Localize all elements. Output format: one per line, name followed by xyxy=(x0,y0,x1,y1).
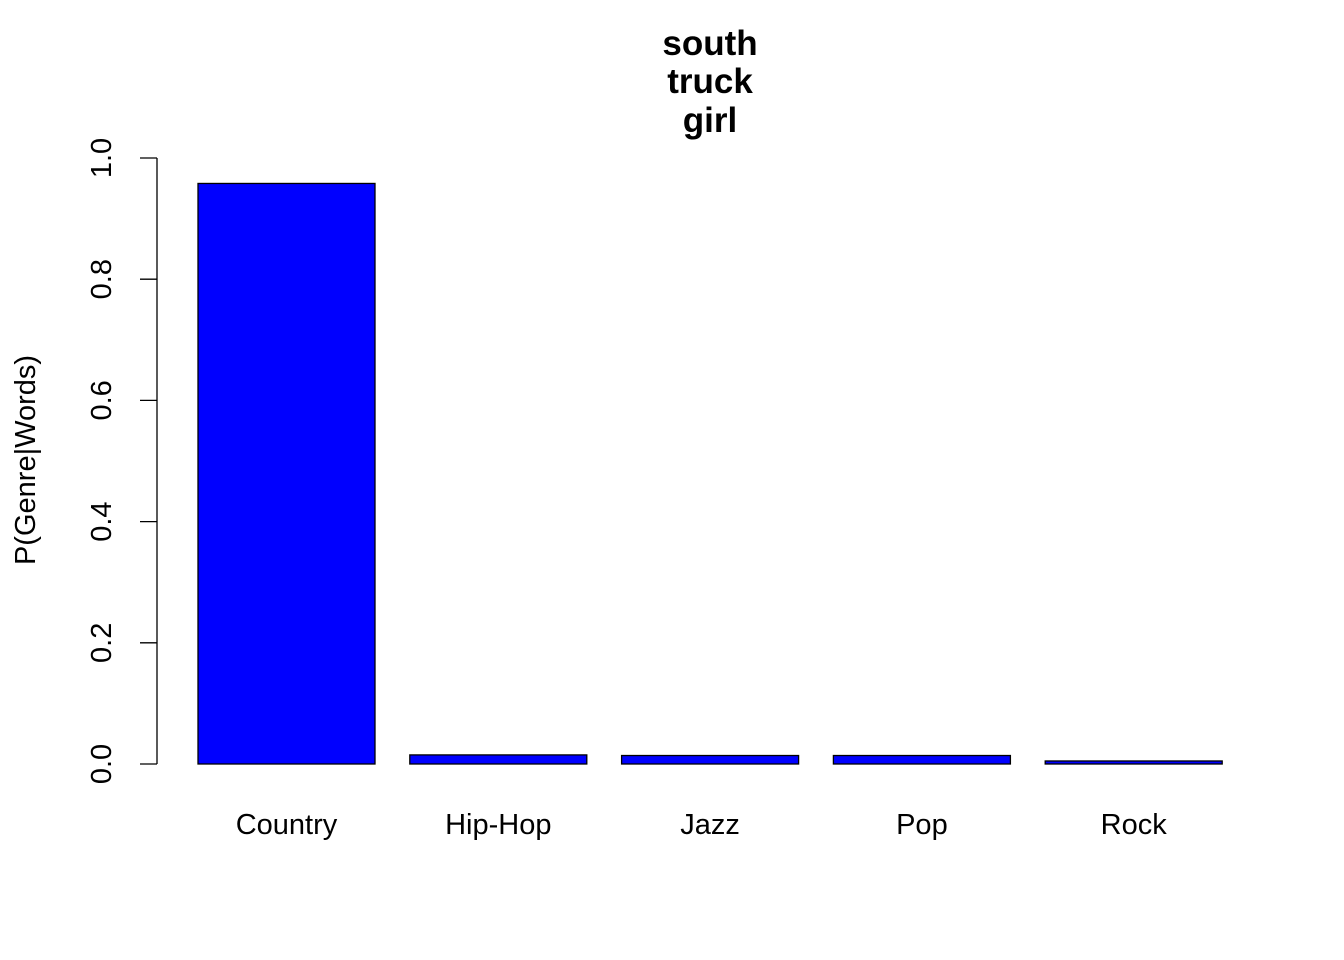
title-line-3: girl xyxy=(683,101,737,140)
bar-country xyxy=(197,182,376,765)
y-tick-label: 0.6 xyxy=(86,380,118,420)
x-tick-label: Rock xyxy=(1101,809,1168,841)
title-line-1: south xyxy=(662,24,757,63)
y-tick-label: 0.8 xyxy=(86,259,118,299)
bar-hip-hop xyxy=(409,754,588,765)
y-tick-label: 0.0 xyxy=(86,744,118,784)
x-tick-label: Jazz xyxy=(680,809,740,841)
bar-rock xyxy=(1044,760,1223,765)
x-tick-label: Hip-Hop xyxy=(445,809,551,841)
bar-pop xyxy=(832,754,1012,765)
bars xyxy=(197,182,1223,765)
y-tick-label: 0.4 xyxy=(86,501,118,541)
bar-jazz xyxy=(620,754,800,765)
y-axis-label: P(Genre|Words) xyxy=(10,355,42,565)
x-tick-labels: Country Hip-Hop Jazz Pop Rock xyxy=(236,809,1168,841)
title-line-2: truck xyxy=(667,62,753,101)
y-tick-label: 1.0 xyxy=(86,138,118,178)
chart-title: south truck girl xyxy=(662,24,757,140)
x-tick-label: Country xyxy=(236,809,338,841)
y-tick-label: 0.2 xyxy=(86,623,118,663)
y-axis: 0.0 0.2 0.4 0.6 0.8 1.0 xyxy=(86,138,158,784)
x-tick-label: Pop xyxy=(896,809,948,841)
